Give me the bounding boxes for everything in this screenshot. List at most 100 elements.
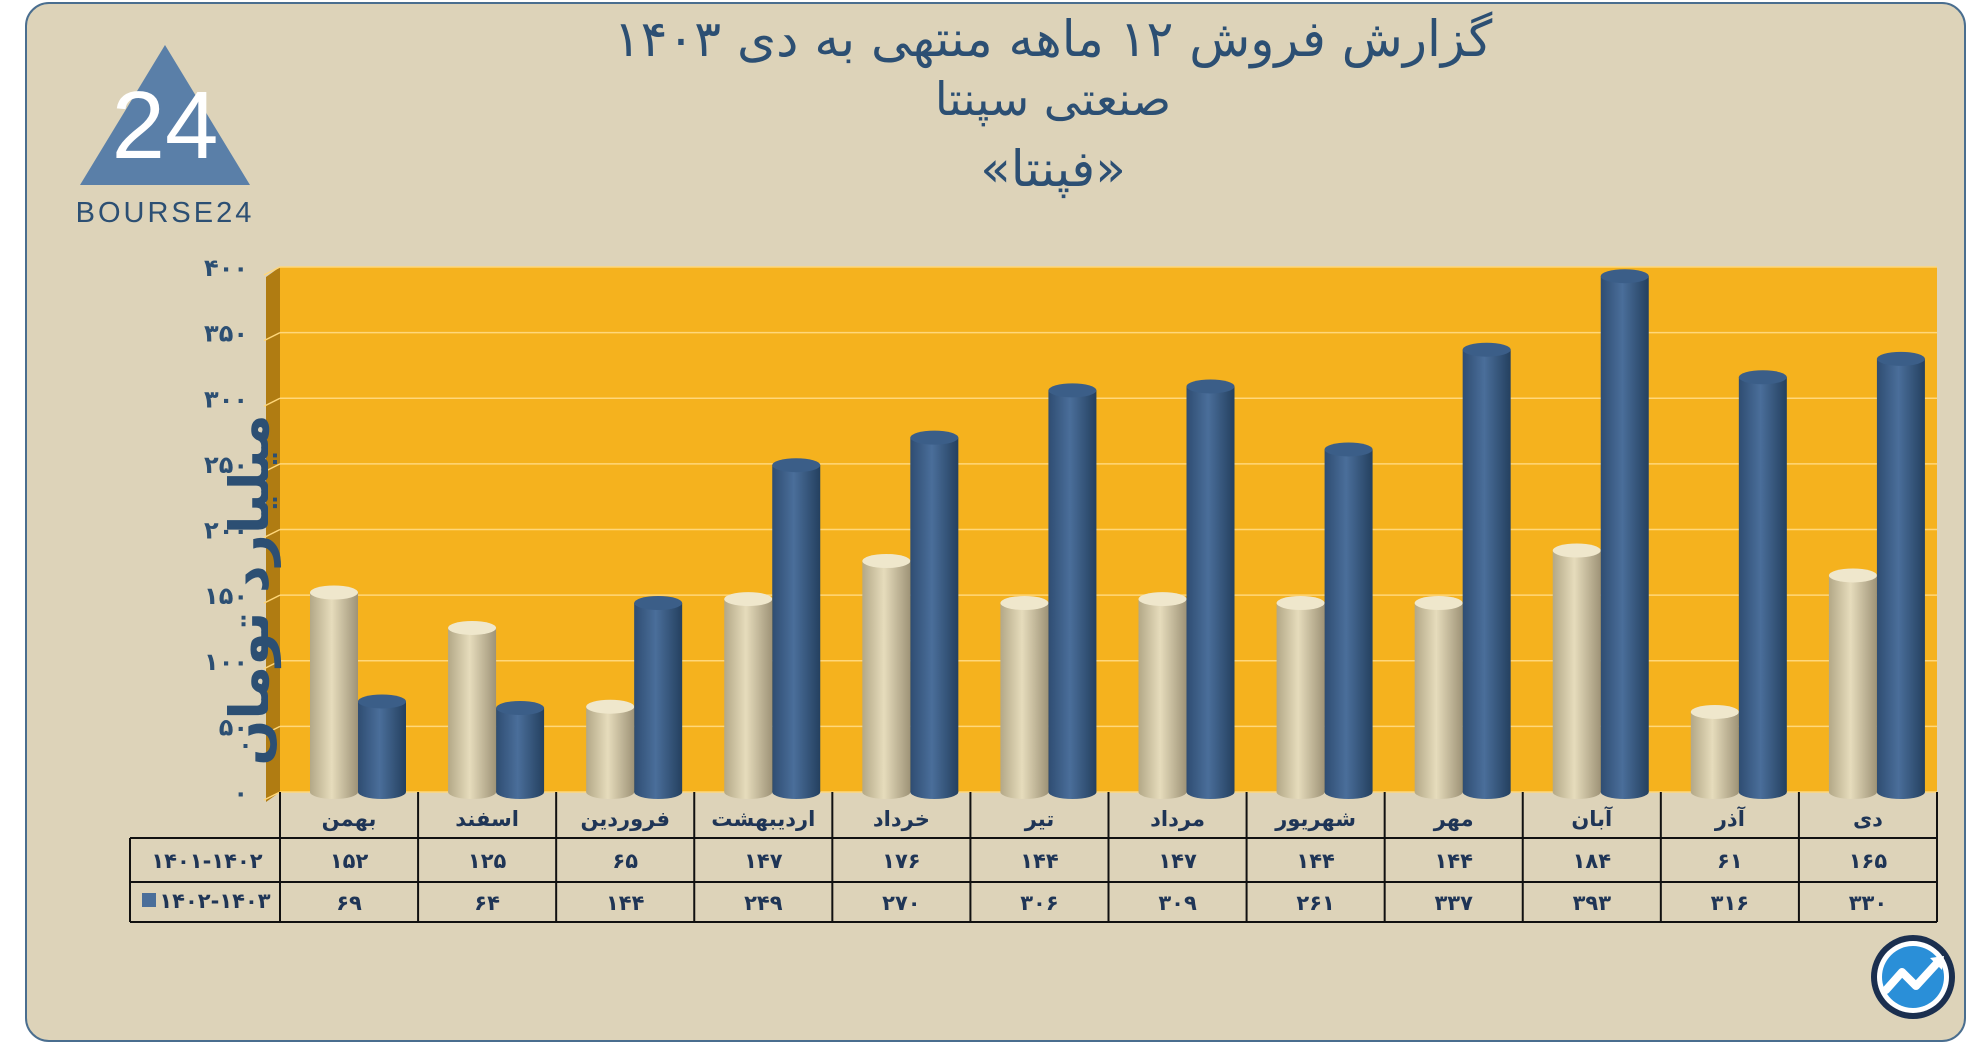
data-label-1401-1402: ۱۴۷ (1158, 849, 1197, 873)
category-label: خرداد (873, 807, 930, 831)
bar-cap (1462, 342, 1511, 357)
data-label-1401-1402: ۱۷۶ (882, 849, 920, 873)
bar-1402-1403 (1186, 386, 1235, 792)
legend-swatch-1402-1403 (142, 893, 156, 907)
y-tick-label: ۱۵۰ (204, 582, 248, 610)
bar-cap (910, 430, 959, 445)
data-label-1402-1403: ۳۳۰ (1849, 891, 1887, 915)
data-label-1401-1402: ۱۴۴ (1296, 849, 1335, 873)
bar-cap (448, 620, 497, 635)
bar-cap (586, 699, 635, 714)
data-label-1401-1402: ۶۱ (1717, 849, 1743, 873)
bar-cap (772, 458, 821, 473)
y-axis-label: میلیارد تومان (218, 414, 281, 766)
bar-1401-1402 (586, 706, 635, 792)
category-label: شهریور (1274, 807, 1356, 831)
category-label: مرداد (1150, 807, 1205, 831)
bar-cap (1000, 596, 1049, 610)
chart-subtitle: صنعتی سپنتا (934, 72, 1172, 126)
legend-1402-1403: ۱۴۰۲-۱۴۰۳ (159, 889, 270, 913)
bar-cap (1276, 596, 1325, 610)
bar-1402-1403 (1324, 449, 1373, 792)
bar-1401-1402 (1276, 603, 1325, 792)
data-label-1401-1402: ۱۴۴ (1020, 849, 1059, 873)
data-label-1402-1403: ۱۴۴ (606, 891, 645, 915)
category-label: مهر (1433, 807, 1474, 831)
bar-cap (1048, 383, 1097, 398)
data-label-1401-1402: ۱۲۵ (468, 849, 507, 873)
logo-mark: 24 (112, 72, 219, 179)
bar-cap (1690, 704, 1739, 719)
bar-cap (1324, 442, 1373, 457)
legend-1401-1402: ۱۴۰۱-۱۴۰۲ (151, 849, 262, 873)
bar-cap (1552, 543, 1601, 558)
bar-1401-1402 (1000, 603, 1049, 792)
data-label-1401-1402: ۱۶۵ (1849, 849, 1888, 873)
bar-1401-1402 (1414, 603, 1463, 792)
bar-cap (1828, 568, 1877, 583)
bar-cap (862, 554, 911, 568)
data-label-1402-1403: ۶۹ (336, 891, 362, 915)
y-tick-label: ۳۵۰ (204, 320, 248, 348)
bar-1401-1402 (1690, 711, 1739, 792)
category-label: آذر (1714, 806, 1746, 831)
data-label-1401-1402: ۱۸۴ (1573, 849, 1612, 873)
bar-1401-1402 (862, 561, 911, 792)
bar-cap (1414, 596, 1463, 610)
category-label: فروردین (580, 807, 670, 831)
data-label-1402-1403: ۶۴ (474, 891, 500, 915)
y-tick-label: ۰ (233, 779, 248, 807)
bar-1402-1403 (1048, 390, 1097, 792)
y-tick-label: ۴۰۰ (204, 254, 248, 282)
data-label-1402-1403: ۳۰۹ (1158, 891, 1197, 915)
bar-cap (496, 701, 545, 715)
data-label-1402-1403: ۳۳۷ (1434, 891, 1473, 915)
bar-cap (1186, 379, 1235, 394)
bar-1401-1402 (1138, 599, 1187, 792)
bar-1402-1403 (772, 465, 821, 792)
y-tick-label: ۲۰۰ (204, 517, 248, 545)
bar-cap (1138, 592, 1187, 607)
category-label: دی (1853, 807, 1883, 831)
bar-1401-1402 (448, 627, 497, 792)
data-label-1402-1403: ۳۰۶ (1020, 891, 1058, 915)
category-label: اسفند (455, 807, 519, 831)
data-label-1401-1402: ۱۵۲ (330, 849, 369, 873)
bar-1402-1403 (496, 708, 545, 792)
y-tick-label: ۵۰ (219, 713, 248, 741)
bar-cap (634, 596, 683, 610)
bar-1401-1402 (310, 592, 358, 792)
y-tick-label: ۱۰۰ (204, 648, 248, 676)
bar-cap (1600, 269, 1649, 284)
y-tick-label: ۲۵۰ (204, 451, 248, 479)
category-label: اردیبهشت (711, 807, 815, 831)
chart-title: گزارش فروش ۱۲ ماهه منتهی به دی ۱۴۰۳ (613, 10, 1493, 68)
data-label-1402-1403: ۲۷۰ (882, 891, 920, 915)
bar-cap (1876, 351, 1925, 366)
bar-cap (310, 585, 358, 600)
data-label-1402-1403: ۲۶۱ (1296, 891, 1334, 915)
category-label: بهمن (322, 807, 377, 831)
bar-1401-1402 (1552, 550, 1601, 792)
bar-cap (1738, 370, 1787, 385)
bar-1401-1402 (1828, 575, 1877, 792)
bourse24-logo: 24 BOURSE24 (76, 45, 255, 229)
bar-1401-1402 (724, 599, 773, 792)
data-label-1402-1403: ۳۹۳ (1573, 891, 1612, 915)
bar-cap (358, 694, 406, 709)
bar-1402-1403 (1600, 276, 1649, 792)
data-label-1402-1403: ۲۴۹ (744, 891, 783, 915)
bar-1402-1403 (1876, 358, 1925, 792)
trend-badge-icon (1871, 935, 1955, 1019)
bar-1402-1403 (1462, 349, 1511, 792)
data-label-1402-1403: ۳۱۶ (1711, 891, 1749, 915)
data-label-1401-1402: ۶۵ (612, 849, 638, 873)
bar-cap (724, 592, 773, 607)
logo-text: BOURSE24 (76, 197, 255, 229)
category-label: آبان (1571, 806, 1613, 831)
y-tick-label: ۳۰۰ (204, 385, 248, 413)
data-label-1401-1402: ۱۴۷ (744, 849, 783, 873)
data-label-1401-1402: ۱۴۴ (1434, 849, 1473, 873)
bar-1402-1403 (358, 701, 406, 792)
